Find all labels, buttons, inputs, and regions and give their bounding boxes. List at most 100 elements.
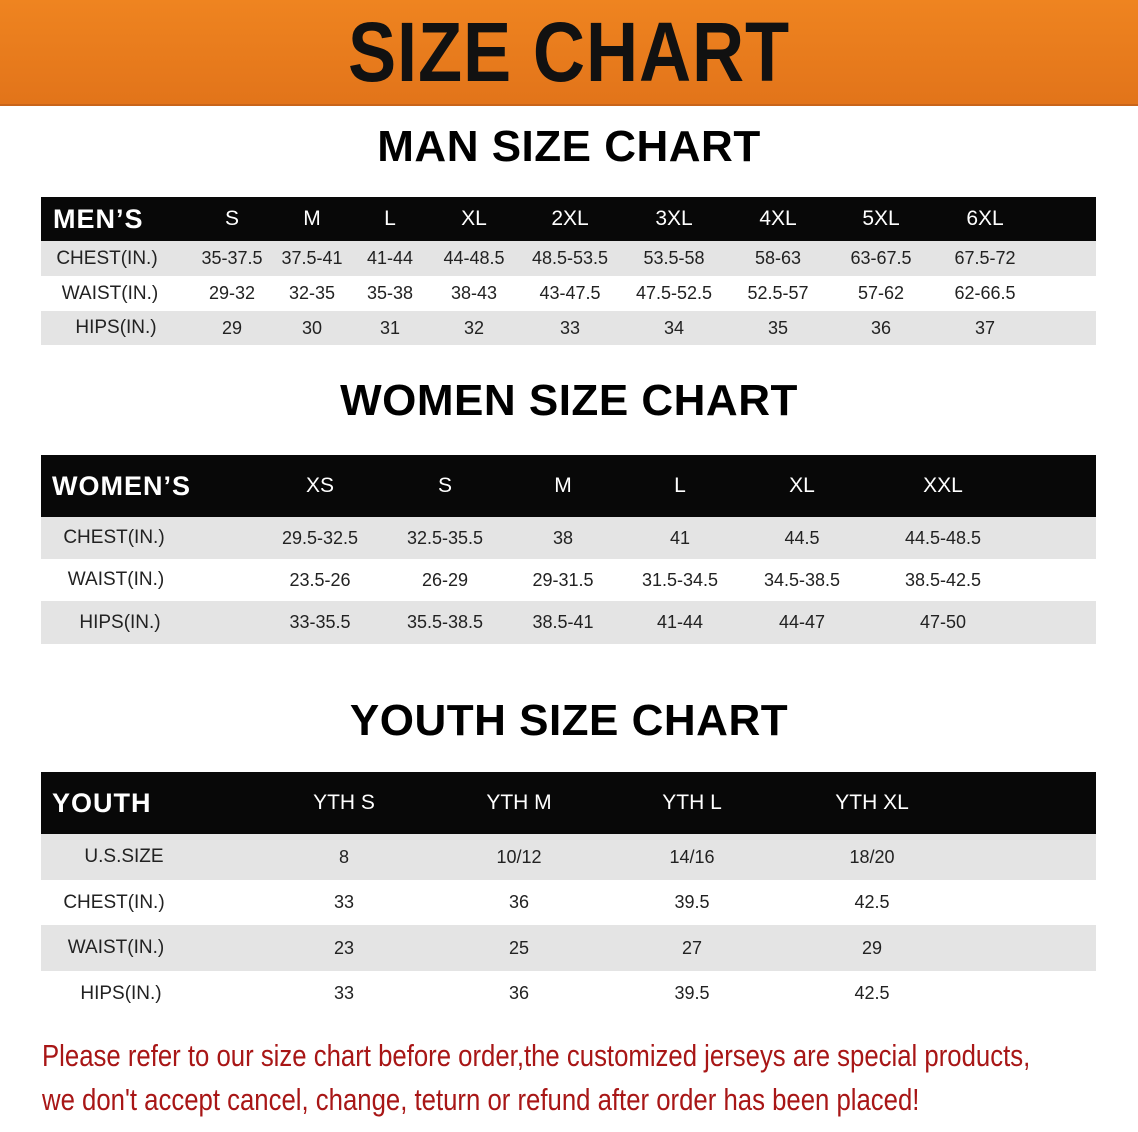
size-column-header: YTH L (662, 791, 722, 814)
table-cell: 25 (508, 937, 530, 958)
row-label: HIPS(IN.) (79, 611, 161, 633)
table-cell: 53.5-58 (643, 248, 705, 268)
women-section-title: WOMEN SIZE CHART (340, 376, 798, 425)
table-row: HIPS(IN.) 33 36 39.5 42.5 (41, 971, 1096, 1016)
table-cell: 29-32 (208, 283, 256, 303)
size-column-header: 6XL (966, 207, 1004, 230)
table-cell: 44-48.5 (443, 248, 505, 268)
size-column-header: YTH M (486, 791, 552, 814)
size-column-header: 3XL (655, 207, 693, 230)
size-column-header: 5XL (862, 207, 900, 230)
table-cell: 63-67.5 (850, 248, 912, 268)
table-row: CHEST(IN.) 35-37.5 37.5-41 41-44 44-48.5 48.5… (41, 241, 1096, 276)
table-cell: 52.5-57 (747, 283, 809, 303)
table-cell: 57-62 (857, 283, 905, 303)
youth-header-row: YOUTH YTH S YTH M YTH L YTH XL (41, 772, 1096, 834)
notice-line-2: we don't accept cancel, change, teturn o… (42, 1082, 920, 1117)
table-cell: 41-44 (656, 612, 704, 632)
table-cell: 32.5-35.5 (406, 527, 484, 548)
size-column-header: XXL (923, 474, 963, 497)
youth-header-label: YOUTH (52, 787, 152, 818)
size-column-header: L (674, 474, 686, 497)
youth-size-table: YOUTH YTH S YTH M YTH L YTH XL U.S.SIZE 8 10/12… (41, 772, 1096, 1016)
table-row: WAIST(IN.) 29-32 32-35 35-38 38-43 43-47.5 47.… (41, 276, 1096, 311)
table-cell: 35.5-38.5 (406, 612, 484, 632)
table-cell: 67.5-72 (954, 248, 1016, 268)
table-cell: 36 (508, 983, 530, 1003)
table-cell: 23.5-26 (289, 569, 351, 590)
size-column-header: YTH S (313, 791, 375, 814)
order-notice: Please refer to our size chart before or… (42, 1034, 1129, 1122)
row-label: CHEST(IN.) (63, 527, 165, 548)
size-column-header: M (554, 474, 572, 497)
table-cell: 23 (333, 937, 355, 958)
table-cell: 38-43 (450, 283, 498, 303)
table-cell: 37.5-41 (281, 248, 343, 268)
men-header-row: MEN’S S M L XL 2XL 3XL 4XL 5XL 6XL (41, 197, 1096, 241)
youth-section-title: YOUTH SIZE CHART (349, 696, 789, 745)
table-cell: 29.5-32.5 (281, 527, 359, 548)
size-column-header: M (303, 207, 321, 230)
table-cell: 14/16 (669, 846, 715, 867)
table-cell: 29 (861, 937, 883, 958)
table-cell: 43-47.5 (539, 283, 601, 303)
table-cell: 34.5-38.5 (763, 569, 841, 590)
table-cell: 48.5-53.5 (531, 248, 609, 268)
men-section-title: MAN SIZE CHART (377, 122, 761, 171)
table-cell: 39.5 (674, 892, 710, 912)
size-column-header: XL (461, 207, 487, 230)
row-label: U.S.SIZE (84, 846, 164, 867)
row-label: WAIST(IN.) (61, 282, 159, 304)
table-cell: 33-35.5 (289, 612, 351, 632)
size-column-header: S (437, 474, 453, 497)
size-column-header: XS (305, 474, 335, 497)
table-row: HIPS(IN.) 33-35.5 35.5-38.5 38.5-41 41-44 44-… (41, 601, 1096, 644)
size-column-header: 2XL (551, 207, 589, 230)
men-header-label: MEN’S (53, 203, 144, 234)
size-column-header: S (224, 207, 240, 230)
size-column-header: L (384, 207, 396, 230)
table-cell: 32-35 (288, 283, 336, 303)
table-row: WAIST(IN.) 23 25 27 29 (41, 925, 1096, 971)
table-cell: 26-29 (421, 569, 469, 590)
table-cell: 37 (974, 317, 996, 338)
table-cell: 10/12 (496, 846, 542, 867)
women-size-table: WOMEN’S XS S M L XL XXL CHEST(IN.) 29.5-32.5 32.5… (41, 455, 1096, 644)
size-column-header: YTH XL (835, 791, 909, 814)
table-row: CHEST(IN.) 33 36 39.5 42.5 (41, 880, 1096, 925)
table-cell: 36 (870, 317, 892, 338)
table-cell: 29 (221, 317, 243, 338)
row-label: CHEST(IN.) (56, 247, 158, 269)
size-column-header: XL (789, 474, 815, 497)
table-cell: 31.5-34.5 (641, 569, 719, 590)
table-cell: 31 (379, 317, 401, 338)
table-cell: 33 (559, 317, 581, 338)
table-cell: 41 (669, 527, 691, 548)
table-cell: 47.5-52.5 (635, 283, 713, 303)
table-cell: 35 (767, 317, 789, 338)
table-cell: 32 (463, 317, 485, 338)
table-cell: 33 (333, 892, 355, 912)
table-row: CHEST(IN.) 29.5-32.5 32.5-35.5 38 41 44.5 44.5… (41, 517, 1096, 559)
table-cell: 34 (663, 317, 685, 338)
banner: SIZE CHART (0, 0, 1138, 106)
table-cell: 41-44 (366, 248, 414, 268)
table-cell: 38 (552, 527, 574, 548)
row-label: WAIST(IN.) (67, 569, 165, 590)
table-cell: 8 (338, 846, 350, 867)
table-cell: 47-50 (919, 612, 967, 632)
women-header-row: WOMEN’S XS S M L XL XXL (41, 455, 1096, 517)
table-cell: 36 (508, 892, 530, 912)
table-cell: 35-38 (366, 283, 414, 303)
table-cell: 39.5 (674, 983, 710, 1003)
table-cell: 29-31.5 (532, 569, 594, 590)
table-cell: 33 (333, 983, 355, 1003)
men-size-table: MEN’S S M L XL 2XL 3XL 4XL 5XL 6XL CHEST(IN.) 35-37… (41, 197, 1096, 345)
row-label: WAIST(IN.) (67, 937, 165, 958)
notice-line-1: Please refer to our size chart before or… (42, 1038, 1031, 1073)
table-cell: 30 (301, 317, 323, 338)
row-label: HIPS(IN.) (80, 982, 162, 1004)
table-cell: 42.5 (854, 983, 890, 1003)
table-row: WAIST(IN.) 23.5-26 26-29 29-31.5 31.5-34.5 34… (41, 559, 1096, 601)
table-row: U.S.SIZE 8 10/12 14/16 18/20 (41, 834, 1096, 880)
